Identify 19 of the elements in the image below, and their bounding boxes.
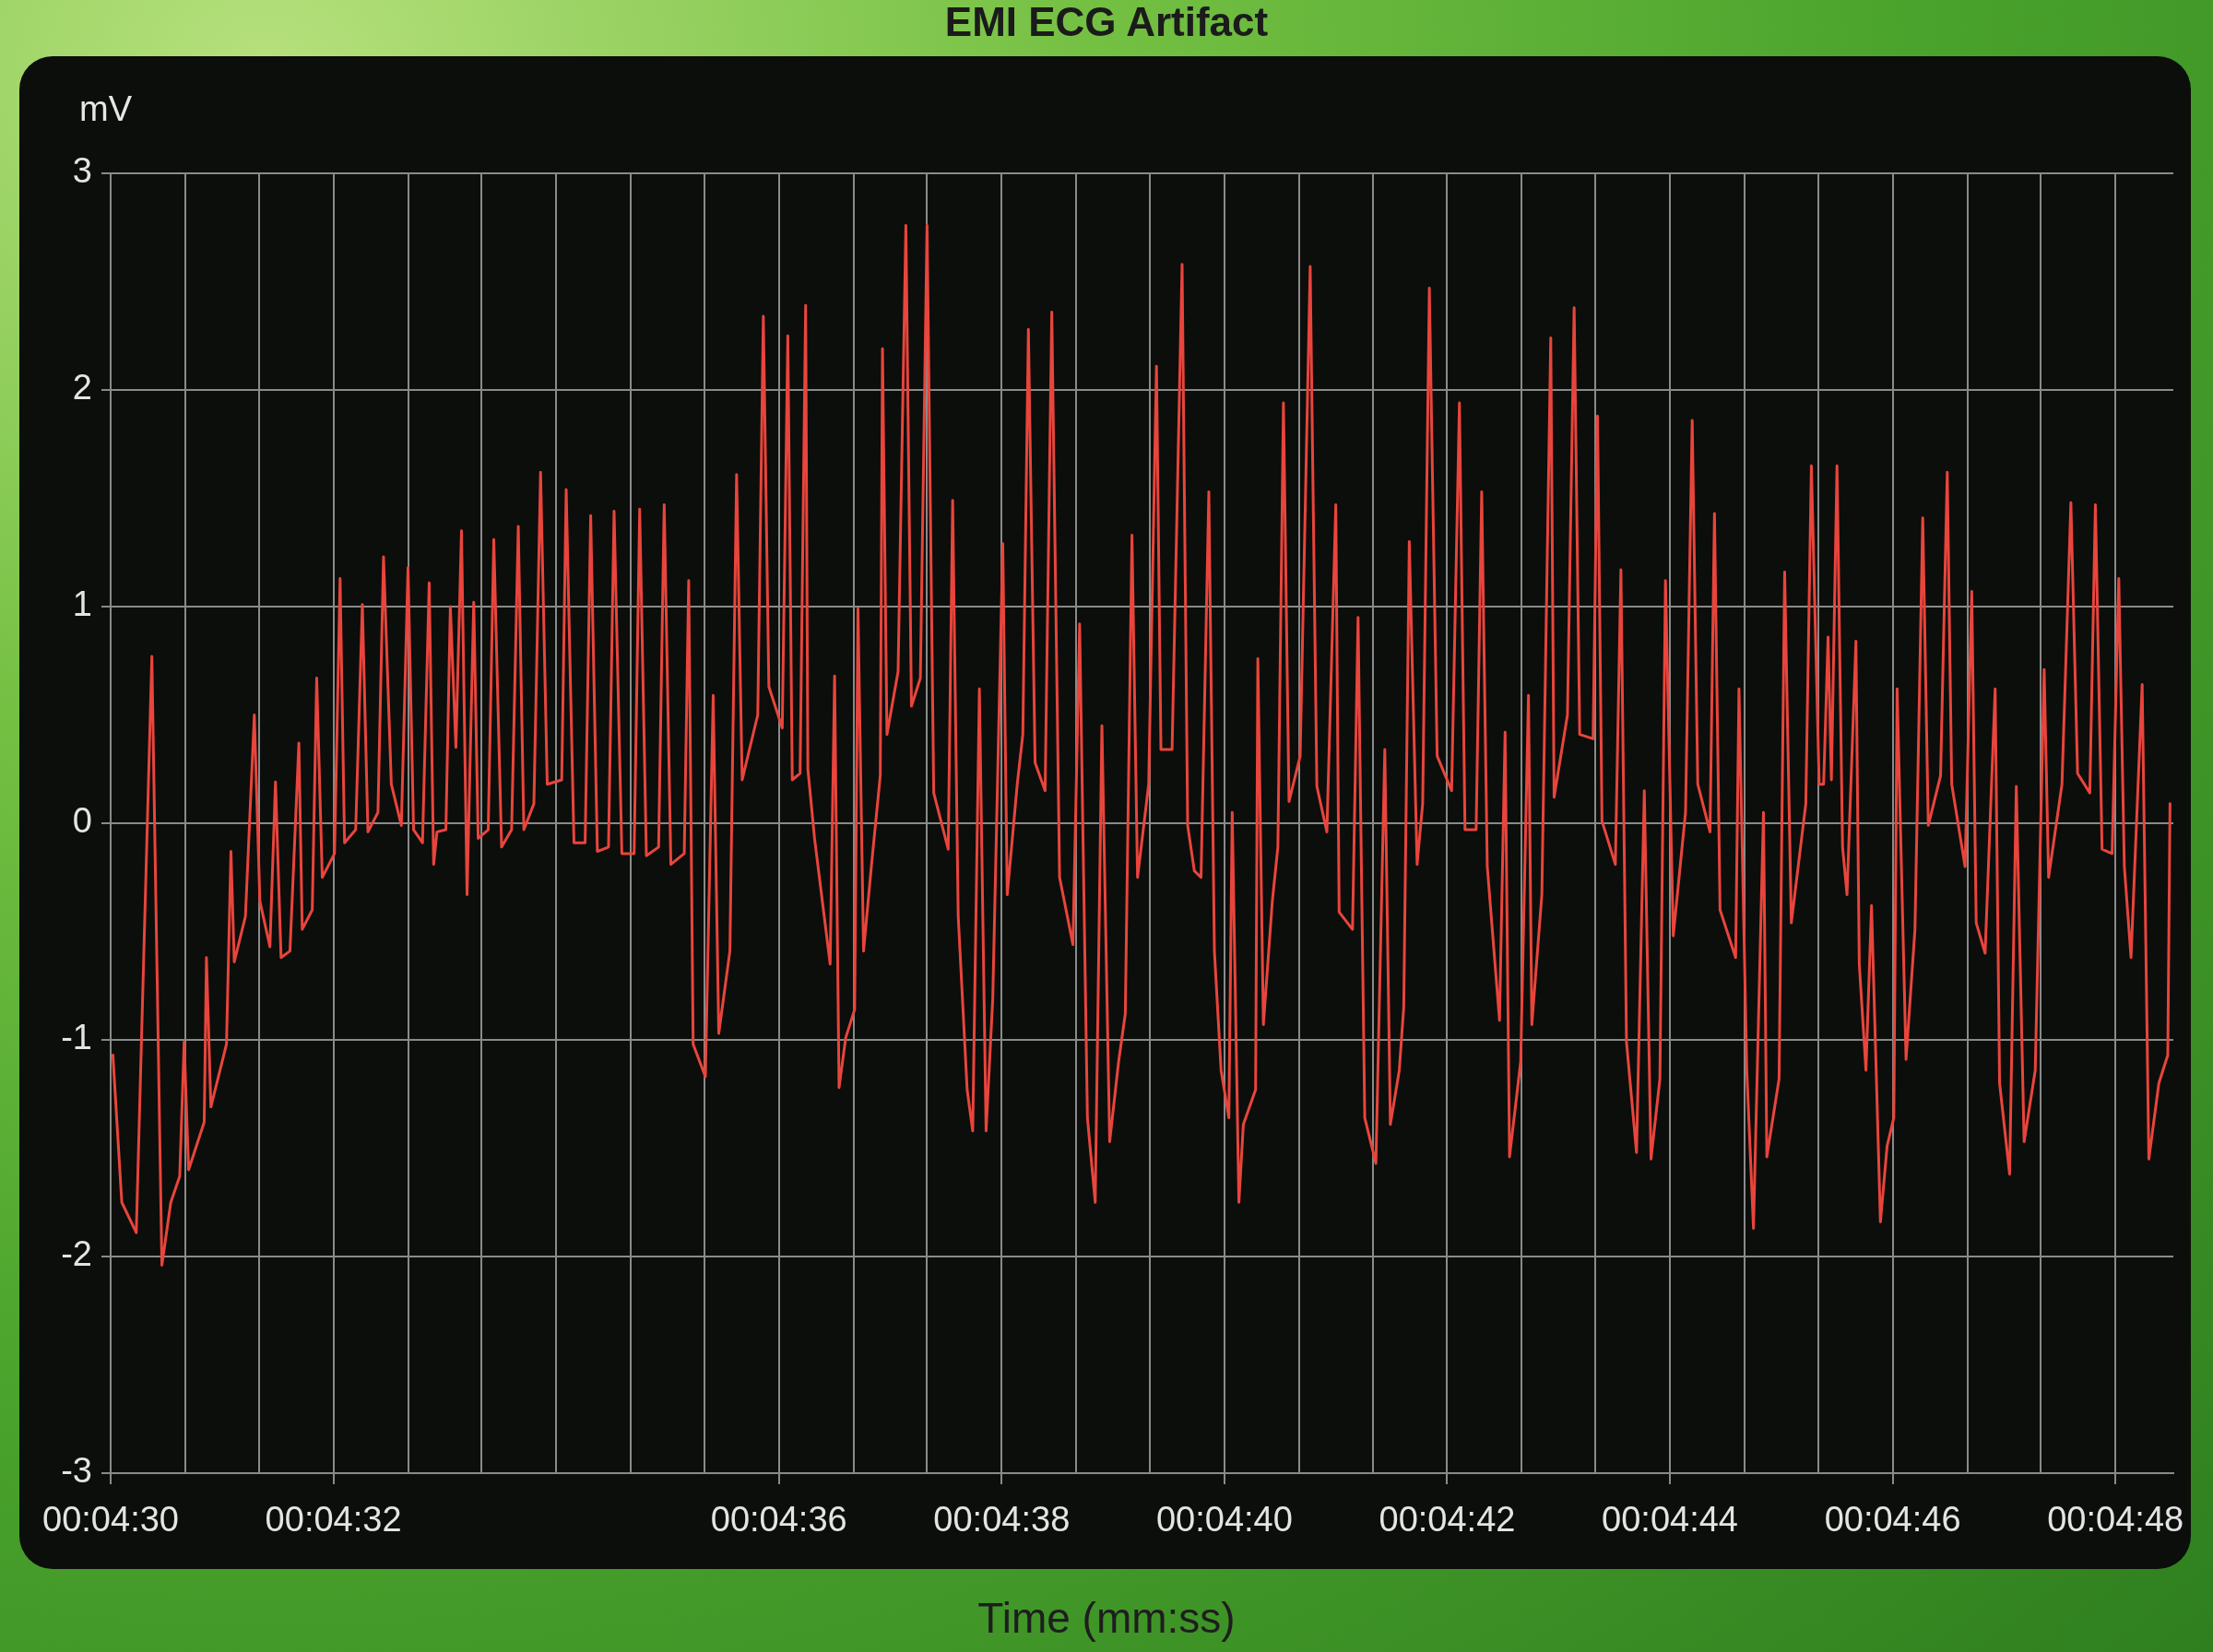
y-tick-label: 2 (72, 368, 92, 407)
y-tick-label: -2 (61, 1234, 92, 1274)
y-tick-label: -3 (61, 1451, 92, 1491)
x-tick-label: 00:04:32 (265, 1500, 402, 1540)
x-tick-label: 00:04:30 (42, 1500, 179, 1540)
y-axis-title: mV (79, 88, 132, 129)
x-axis-title: Time (mm:ss) (976, 1593, 1237, 1643)
x-tick-label: 00:04:40 (1155, 1500, 1293, 1540)
y-tick-label: -1 (61, 1018, 92, 1057)
x-tick-label: 00:04:44 (1602, 1500, 1738, 1540)
x-tick-label: 00:04:48 (2047, 1500, 2184, 1540)
x-tick-label: 00:04:38 (933, 1500, 1071, 1540)
chart-title: EMI ECG Artifact (943, 0, 1270, 44)
y-tick-label: 1 (72, 584, 92, 624)
x-tick-label: 00:04:46 (1824, 1500, 1961, 1540)
x-tick-label: 00:04:42 (1379, 1500, 1516, 1540)
x-tick-label: 00:04:36 (710, 1500, 847, 1540)
y-tick-label: 0 (72, 801, 92, 841)
y-tick-label: 3 (72, 151, 92, 191)
